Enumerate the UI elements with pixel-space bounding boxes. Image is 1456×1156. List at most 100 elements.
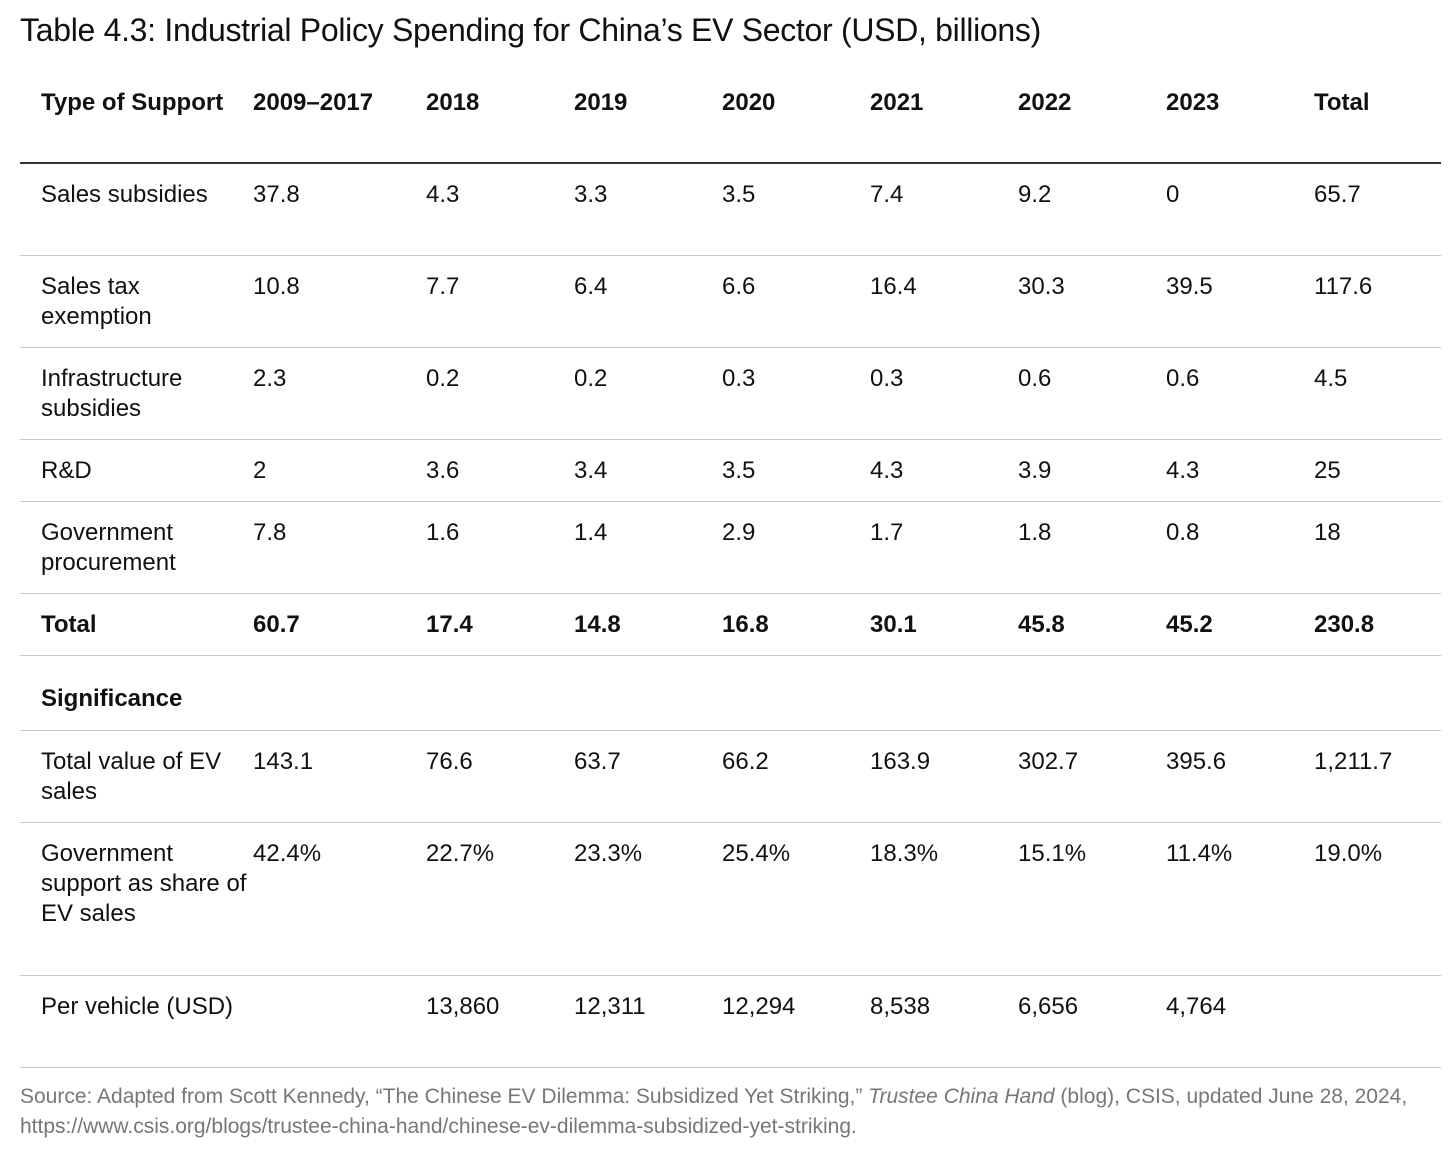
- table-cell: 3.6: [426, 439, 574, 502]
- table-cell: 4.5: [1314, 347, 1441, 440]
- table-cell: [1314, 655, 1441, 731]
- table-cell: [722, 655, 870, 731]
- table-cell: 12,311: [574, 975, 722, 1068]
- table-cell: 16.4: [870, 255, 1018, 348]
- table-cell: 23.3%: [574, 822, 722, 976]
- table-cell: 45.2: [1166, 593, 1314, 656]
- table-row: Total value of EV sales 143.1 76.6 63.7 66.2…: [20, 730, 1441, 823]
- table-cell: 0.2: [574, 347, 722, 440]
- table-cell: 63.7: [574, 730, 722, 823]
- row-label: Total: [20, 593, 253, 656]
- table-cell: 6.4: [574, 255, 722, 348]
- table-cell: 25.4%: [722, 822, 870, 976]
- table-row: Government procurement 7.8 1.6 1.4 2.9 1.7 1.8…: [20, 501, 1441, 594]
- table-cell: 163.9: [870, 730, 1018, 823]
- table-cell: 76.6: [426, 730, 574, 823]
- table-cell: 22.7%: [426, 822, 574, 976]
- table-cell: 18: [1314, 501, 1441, 594]
- table-cell: 2.3: [253, 347, 426, 440]
- row-label: Total value of EV sales: [20, 730, 253, 823]
- table-cell: [253, 655, 426, 731]
- table-cell: 1.8: [1018, 501, 1166, 594]
- table-cell: 3.5: [722, 163, 870, 256]
- table-cell: 230.8: [1314, 593, 1441, 656]
- row-label: Sales tax exemption: [20, 255, 253, 348]
- row-label: Government support as share of EV sales: [20, 822, 253, 976]
- table-cell: 1,211.7: [1314, 730, 1441, 823]
- table-cell: 19.0%: [1314, 822, 1441, 976]
- column-header: 2009–2017: [253, 84, 426, 164]
- table-cell: [574, 655, 722, 731]
- table-cell: 45.8: [1018, 593, 1166, 656]
- table-cell: 1.6: [426, 501, 574, 594]
- table-cell: 8,538: [870, 975, 1018, 1068]
- column-header: Total: [1314, 84, 1441, 164]
- table-cell: [1166, 655, 1314, 731]
- table-cell: 1.4: [574, 501, 722, 594]
- table-cell: 0.3: [870, 347, 1018, 440]
- table-cell: [1018, 655, 1166, 731]
- column-header: 2019: [574, 84, 722, 164]
- table-cell: 0.8: [1166, 501, 1314, 594]
- table-cell: 3.9: [1018, 439, 1166, 502]
- table-row: Per vehicle (USD) 13,860 12,311 12,294 8,538…: [20, 975, 1441, 1068]
- table-cell: 0.6: [1166, 347, 1314, 440]
- table-cell: 3.4: [574, 439, 722, 502]
- table-cell: 10.8: [253, 255, 426, 348]
- source-suffix: (blog), CSIS, updated June 28, 2024, htt…: [20, 1085, 1408, 1138]
- source-note: Source: Adapted from Scott Kennedy, “The…: [20, 1082, 1450, 1142]
- table-cell: 66.2: [722, 730, 870, 823]
- table-cell: 0.2: [426, 347, 574, 440]
- table-cell: 30.3: [1018, 255, 1166, 348]
- table-cell: 0: [1166, 163, 1314, 256]
- table-cell: 6.6: [722, 255, 870, 348]
- table-cell: 7.4: [870, 163, 1018, 256]
- total-row: Total 60.7 17.4 14.8 16.8 30.1 45.8 45.2 230.8: [20, 593, 1441, 656]
- row-label: Sales subsidies: [20, 163, 253, 256]
- table-cell: 25: [1314, 439, 1441, 502]
- column-header: 2022: [1018, 84, 1166, 164]
- table-row: R&D 2 3.6 3.4 3.5 4.3 3.9 4.3 25: [20, 439, 1441, 502]
- column-header: 2018: [426, 84, 574, 164]
- column-header: 2020: [722, 84, 870, 164]
- table-title: Table 4.3: Industrial Policy Spending fo…: [20, 12, 1041, 48]
- table-cell: 18.3%: [870, 822, 1018, 976]
- spending-table: Type of Support 2009–2017 2018 2019 2020 2021…: [20, 84, 1441, 1068]
- table-cell: [426, 655, 574, 731]
- table-cell: [1314, 975, 1441, 1068]
- table-cell: 4.3: [426, 163, 574, 256]
- table-cell: 302.7: [1018, 730, 1166, 823]
- table-cell: 30.1: [870, 593, 1018, 656]
- table-cell: 4.3: [870, 439, 1018, 502]
- table-cell: 7.8: [253, 501, 426, 594]
- table-row: Sales tax exemption 10.8 7.7 6.4 6.6 16.4 30.3…: [20, 255, 1441, 348]
- table-cell: 60.7: [253, 593, 426, 656]
- table-cell: [870, 655, 1018, 731]
- table-cell: 6,656: [1018, 975, 1166, 1068]
- table-cell: 37.8: [253, 163, 426, 256]
- source-prefix: Source: Adapted from Scott Kennedy, “The…: [20, 1085, 869, 1108]
- column-header: 2023: [1166, 84, 1314, 164]
- table-row: Sales subsidies 37.8 4.3 3.3 3.5 7.4 9.2 0 65.7: [20, 163, 1441, 256]
- table-cell: 2: [253, 439, 426, 502]
- table-cell: 39.5: [1166, 255, 1314, 348]
- row-label: Per vehicle (USD): [20, 975, 253, 1068]
- header-row: Type of Support 2009–2017 2018 2019 2020 2021…: [20, 84, 1441, 164]
- table-cell: 65.7: [1314, 163, 1441, 256]
- table-cell: 1.7: [870, 501, 1018, 594]
- table-cell: 9.2: [1018, 163, 1166, 256]
- table-cell: 12,294: [722, 975, 870, 1068]
- table-cell: 42.4%: [253, 822, 426, 976]
- table-cell: 395.6: [1166, 730, 1314, 823]
- table-cell: [253, 975, 426, 1068]
- source-italic: Trustee China Hand: [868, 1085, 1055, 1108]
- column-header-type: Type of Support: [20, 84, 253, 164]
- column-header: 2021: [870, 84, 1018, 164]
- table-cell: 2.9: [722, 501, 870, 594]
- row-label: R&D: [20, 439, 253, 502]
- table-cell: 4.3: [1166, 439, 1314, 502]
- table-cell: 14.8: [574, 593, 722, 656]
- table-cell: 143.1: [253, 730, 426, 823]
- table-cell: 117.6: [1314, 255, 1441, 348]
- table-cell: 15.1%: [1018, 822, 1166, 976]
